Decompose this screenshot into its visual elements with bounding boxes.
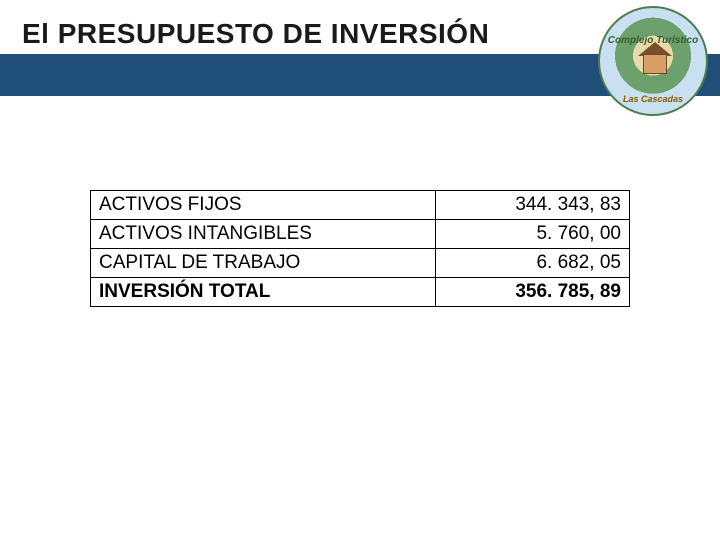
row-label: INVERSIÓN TOTAL [91, 278, 436, 307]
slide-title: El PRESUPUESTO DE INVERSIÓN [22, 18, 489, 50]
row-value: 5. 760, 00 [435, 220, 629, 249]
row-label: ACTIVOS FIJOS [91, 191, 436, 220]
row-value: 6. 682, 05 [435, 249, 629, 278]
table-row-total: INVERSIÓN TOTAL 356. 785, 89 [91, 278, 630, 307]
table-row: CAPITAL DE TRABAJO 6. 682, 05 [91, 249, 630, 278]
row-label: CAPITAL DE TRABAJO [91, 249, 436, 278]
investment-table: ACTIVOS FIJOS 344. 343, 83 ACTIVOS INTAN… [90, 190, 630, 307]
row-value: 344. 343, 83 [435, 191, 629, 220]
budget-table: ACTIVOS FIJOS 344. 343, 83 ACTIVOS INTAN… [90, 190, 630, 307]
logo-house-icon [643, 54, 667, 74]
table-row: ACTIVOS INTANGIBLES 5. 760, 00 [91, 220, 630, 249]
logo-bottom-text: Las Cascadas [623, 94, 683, 104]
company-logo: Complejo Turístico Las Cascadas [598, 6, 708, 116]
table-row: ACTIVOS FIJOS 344. 343, 83 [91, 191, 630, 220]
row-label: ACTIVOS INTANGIBLES [91, 220, 436, 249]
row-value: 356. 785, 89 [435, 278, 629, 307]
